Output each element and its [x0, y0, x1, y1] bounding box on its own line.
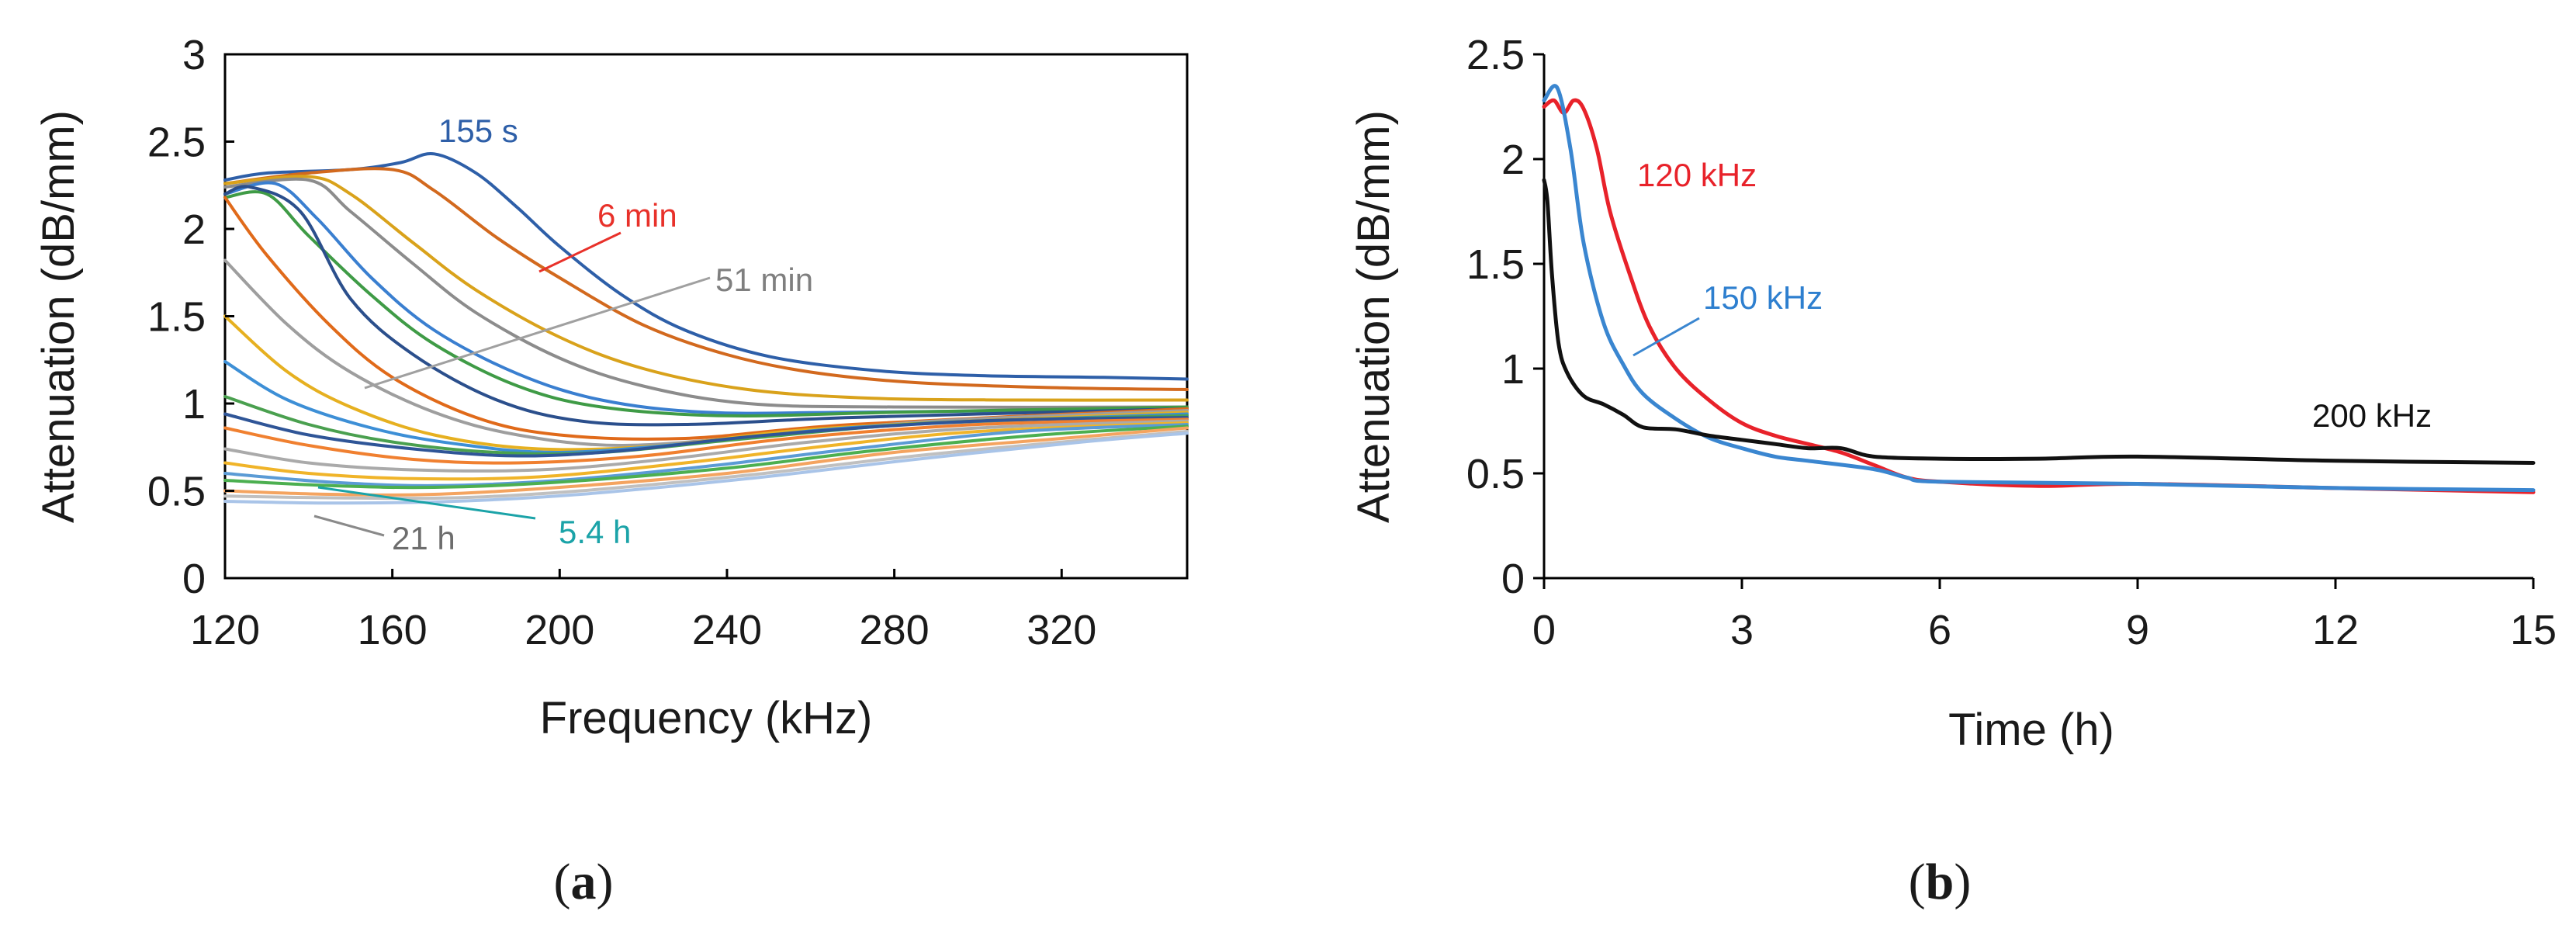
y-tick-label-b: 1.5 [1466, 241, 1525, 288]
annotation-51min: 51 min [715, 262, 813, 298]
y-tick-label-b: 2 [1501, 137, 1525, 183]
annotation-200khz: 200 kHz [2312, 397, 2432, 434]
y-tick-label-a: 0 [182, 556, 206, 602]
series-group-a [223, 151, 1189, 505]
y-tick-label-b: 2.5 [1466, 32, 1525, 78]
annotation-155s: 155 s [438, 113, 518, 149]
annotation-line-150khz [1633, 317, 1700, 357]
panel-label-a-letter: a [571, 854, 597, 910]
panel-label-a: (a) [554, 854, 614, 910]
y-tick-label-b: 1 [1501, 346, 1525, 393]
y-axis-title-a: Attenuation (dB/mm) [33, 110, 84, 523]
annotation-5-4h: 5.4 h [559, 514, 631, 550]
x-tick-label-b: 9 [2126, 607, 2149, 653]
panel-label-b-open: ( [1909, 854, 1926, 910]
x-axis-title-b: Time (h) [1948, 705, 2114, 755]
y-tick-label-a: 1.5 [147, 294, 206, 341]
panel-label-b-close: ) [1954, 854, 1971, 910]
series-a-curve-9 [223, 258, 1189, 447]
x-axis-title-a: Frequency (kHz) [540, 693, 873, 743]
annotation-21h: 21 h [392, 520, 455, 556]
series-a-curve-15 [223, 419, 1189, 473]
y-tick-label-a: 1 [182, 381, 206, 428]
series-b-200-khz [1542, 178, 2536, 465]
series-a-curve-20 [223, 430, 1189, 501]
panel-label-a-close: ) [597, 854, 614, 910]
series-a-51-min [223, 177, 1189, 409]
annotation-150khz: 150 kHz [1703, 279, 1823, 316]
annotation-line-51min [364, 276, 711, 390]
y-axis-title-b: Attenuation (dB/mm) [1349, 110, 1399, 523]
x-tick-label-a: 280 [860, 607, 930, 653]
plot-area-a [223, 53, 1189, 580]
panel-label-a-open: ( [554, 854, 571, 910]
series-a-155-s [223, 151, 1189, 381]
tick-group-a: 120 160 200 240 280 320 0 0.5 1 1.5 2 2.5 3 [147, 32, 1096, 653]
series-a-5-4-h [223, 424, 1189, 490]
x-tick-label-a: 200 [525, 607, 594, 653]
series-a-6-min [223, 167, 1189, 391]
series-a-curve-14 [223, 417, 1189, 465]
x-tick-label-a: 320 [1027, 607, 1096, 653]
annotation-line-6min [538, 231, 621, 273]
y-tick-label-b: 0.5 [1466, 451, 1525, 497]
y-tick-label-b: 0 [1501, 556, 1525, 602]
series-a-curve-6 [223, 190, 1189, 417]
annotation-line-5-4h [317, 486, 536, 520]
series-a-curve-19 [223, 426, 1189, 497]
x-tick-label-a: 120 [190, 607, 260, 653]
series-a-21-h [223, 431, 1189, 505]
x-tick-label-b: 6 [1928, 607, 1951, 653]
chart-a: 120 160 200 240 280 320 0 0.5 1 1.5 2 2.5 3 155 s 6 … [33, 32, 1189, 910]
series-b-150-khz [1542, 84, 2536, 493]
chart-b: 0 3 6 9 12 15 0 0.5 1 1.5 2 2.5 120 kHz 150 kHz 200… [1349, 32, 2557, 910]
x-tick-label-a: 160 [358, 607, 428, 653]
series-a-curve-7 [223, 185, 1189, 427]
panel-label-b-letter: b [1926, 854, 1955, 910]
annotation-line-21h [313, 514, 385, 537]
y-tick-label-a: 3 [182, 32, 206, 78]
series-a-curve-17 [223, 423, 1189, 487]
annotation-6min: 6 min [597, 197, 677, 234]
y-tick-label-a: 2 [182, 206, 206, 253]
x-tick-label-b: 12 [2312, 607, 2359, 653]
panel-label-b: (b) [1909, 854, 1972, 910]
x-tick-label-b: 0 [1532, 607, 1556, 653]
series-a-curve-8 [223, 196, 1189, 441]
x-tick-label-b: 3 [1730, 607, 1754, 653]
series-a-curve-3 [223, 175, 1189, 402]
x-tick-label-a: 240 [692, 607, 762, 653]
series-group-b [1542, 84, 2536, 494]
series-a-curve-13 [223, 412, 1189, 458]
x-tick-label-b: 15 [2510, 607, 2557, 653]
y-tick-label-a: 0.5 [147, 469, 206, 515]
tick-group-b: 0 3 6 9 12 15 0 0.5 1 1.5 2 2.5 [1466, 32, 2557, 653]
annotation-120khz: 120 kHz [1637, 157, 1757, 193]
series-a-curve-16 [223, 421, 1189, 481]
y-tick-label-a: 2.5 [147, 120, 206, 166]
